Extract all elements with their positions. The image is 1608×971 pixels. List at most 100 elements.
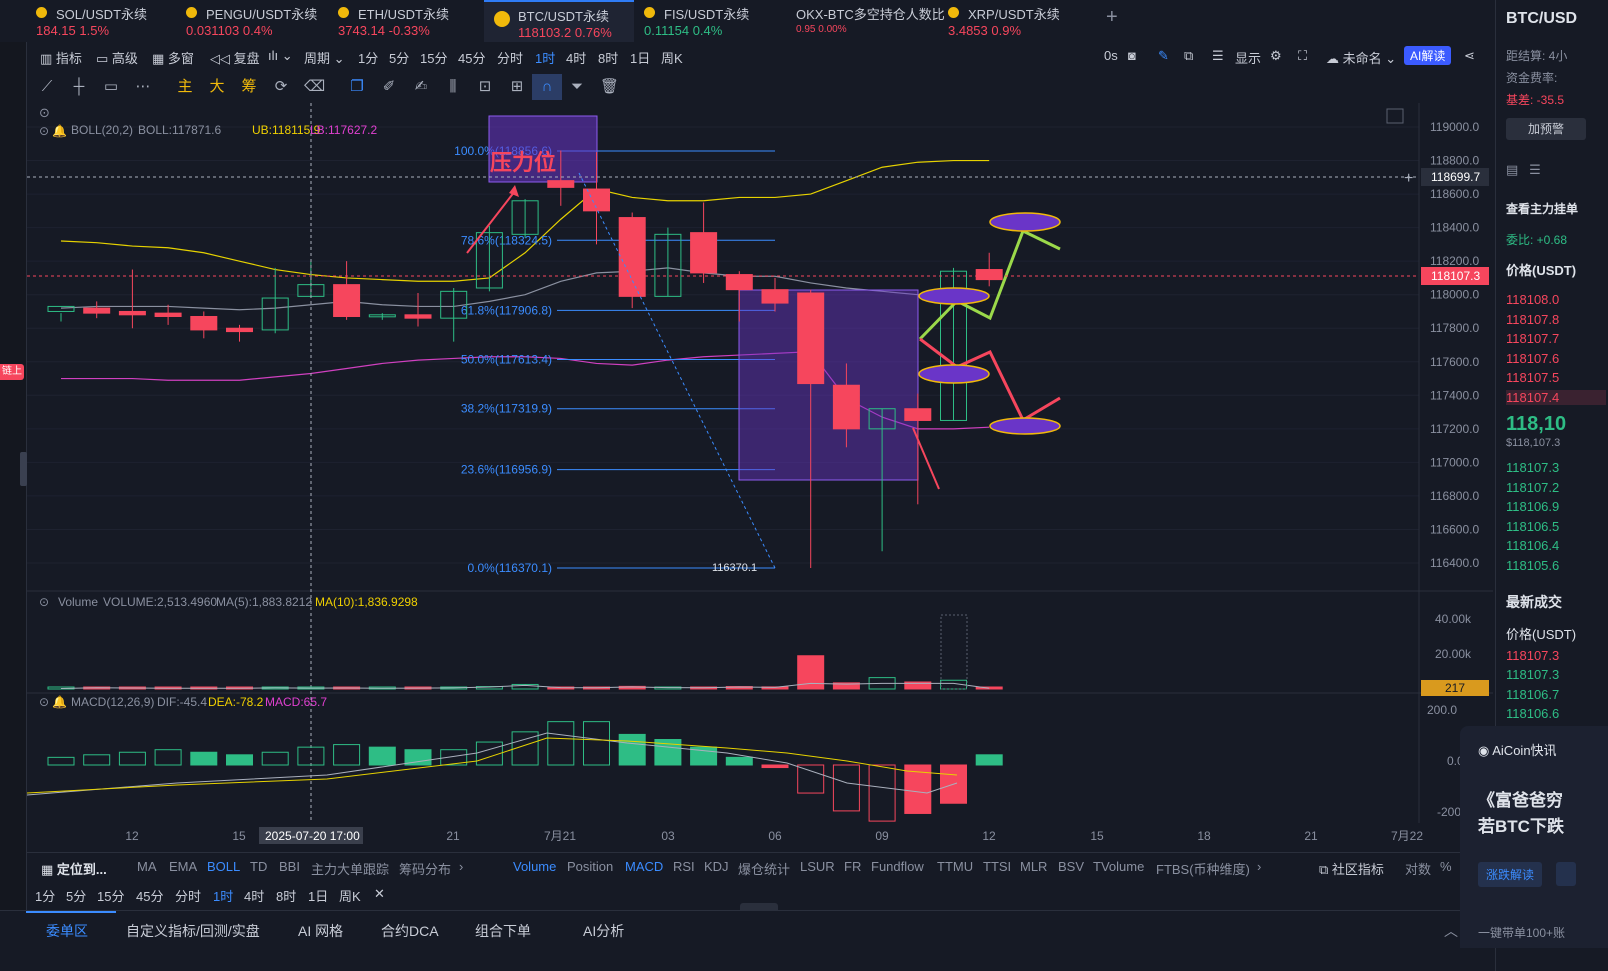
close-icon[interactable]: ✕ — [374, 886, 385, 901]
filter-icon[interactable]: ⏷ — [570, 78, 583, 95]
period-1d[interactable]: 1日 — [308, 889, 329, 904]
ind-bbi[interactable]: BBI — [279, 859, 300, 874]
period-8h[interactable]: 8时 — [276, 889, 297, 904]
chevron-right-icon[interactable]: › — [459, 859, 464, 874]
bid-row[interactable]: 118105.6 — [1506, 558, 1560, 573]
tab-combo-order[interactable]: 组合下单 — [475, 923, 531, 939]
bid-row[interactable]: 118107.3 — [1506, 460, 1560, 475]
period-1m[interactable]: 1分 — [35, 889, 56, 904]
ind-fundflow[interactable]: Fundflow — [871, 859, 924, 874]
rect-icon[interactable]: ▭ — [103, 78, 119, 95]
display-button[interactable]: 显示 — [1235, 51, 1262, 66]
period-dropdown[interactable]: 周期 ⌄ — [304, 51, 345, 66]
layout-icon[interactable]: ⧉ — [1184, 48, 1194, 63]
cloud-save-button[interactable]: ☁ 未命名 ⌄ — [1326, 51, 1397, 66]
ind-ftbs[interactable]: FTBS(币种维度) — [1156, 862, 1250, 877]
period-1h[interactable]: 1时 — [213, 889, 234, 904]
collapse-handle[interactable] — [20, 452, 27, 486]
news-extra-button[interactable] — [1556, 862, 1576, 886]
brush-icon[interactable]: ✍ — [414, 78, 428, 95]
bid-row[interactable]: 118106.9 — [1506, 499, 1560, 514]
ind-macd[interactable]: MACD — [625, 859, 664, 874]
multi-window-button[interactable]: ▦ 多窗 — [152, 51, 194, 66]
price-chart[interactable]: 100.0%(118856.6)78.6%(118324.5)61.8%(117… — [27, 103, 1493, 848]
chip-button[interactable]: 筹 — [241, 78, 257, 95]
period-8h[interactable]: 8时 — [598, 51, 619, 66]
ind-chip[interactable]: 筹码分布 — [399, 862, 452, 877]
bid-row[interactable]: 118107.2 — [1506, 480, 1560, 495]
ind-lsur[interactable]: LSUR — [800, 859, 835, 874]
ind-ttmu[interactable]: TTMU — [937, 859, 974, 874]
list-icon[interactable]: ☰ — [1212, 48, 1224, 63]
ind-ma[interactable]: MA — [137, 859, 157, 874]
camera-icon[interactable]: ◙ — [1128, 48, 1136, 63]
trash-icon[interactable]: 🗑 — [600, 78, 620, 95]
ask-row[interactable]: 118108.0 — [1506, 292, 1560, 307]
ind-fr[interactable]: FR — [844, 859, 862, 874]
more-icon[interactable]: ⋯ — [135, 78, 151, 95]
period-week[interactable]: 周K — [339, 889, 361, 904]
ind-main-force[interactable]: 主力大单跟踪 — [311, 862, 390, 877]
period-45m[interactable]: 45分 — [136, 889, 164, 904]
fullscreen-icon[interactable]: ⛶ — [1298, 48, 1308, 63]
chart-type-button[interactable]: ılı ⌄ — [268, 48, 293, 63]
magnet-icon[interactable]: ∩ — [532, 74, 562, 100]
period-15m[interactable]: 15分 — [420, 51, 448, 66]
ind-boll[interactable]: BOLL — [207, 859, 241, 874]
ind-mlr[interactable]: MLR — [1020, 859, 1048, 874]
period-timeshare[interactable]: 分时 — [175, 889, 202, 904]
news-headline[interactable]: 若BTC下跌 — [1478, 817, 1564, 836]
ind-tvolume[interactable]: TVolume — [1093, 859, 1145, 874]
community-indicators-button[interactable]: ⧉ 社区指标 — [1319, 862, 1384, 877]
tab-custom-indicator[interactable]: 自定义指标/回测/实盘 — [126, 923, 260, 939]
chain-tag[interactable]: 链上 — [0, 364, 24, 380]
chevron-right-icon[interactable]: › — [1257, 859, 1262, 874]
tab-xrp[interactable]: XRP/USDT永续 3.4853 0.9% — [912, 0, 1082, 42]
period-1d[interactable]: 1日 — [630, 51, 651, 66]
period-timeshare[interactable]: 分时 — [497, 51, 524, 66]
replay-button[interactable]: ◁◁ 复盘 — [210, 51, 260, 66]
tab-btc[interactable]: BTC/USDT永续 118103.2 0.76% — [484, 0, 634, 42]
news-interpret-button[interactable]: 涨跌解读 — [1478, 862, 1543, 887]
trendline-icon[interactable]: ⟋ — [41, 78, 53, 95]
ind-ema[interactable]: EMA — [169, 859, 198, 874]
candles-icon[interactable]: ⫼ — [449, 78, 457, 95]
tab-sol[interactable]: SOL/USDT永续 184.15 1.5% — [0, 0, 150, 42]
main-orders-link[interactable]: 查看主力挂单 — [1506, 202, 1579, 216]
period-4h[interactable]: 4时 — [566, 51, 587, 66]
template-icon[interactable]: ⊞ — [510, 78, 524, 95]
pen-icon[interactable]: ✎ — [1158, 48, 1169, 63]
big-order-button[interactable]: 大 — [209, 78, 225, 95]
orderbook-icon[interactable]: ▤ ☰ — [1506, 162, 1541, 177]
period-5m[interactable]: 5分 — [66, 889, 87, 904]
advanced-button[interactable]: ▭ 高级 — [96, 51, 138, 66]
ask-row[interactable]: 118107.8 — [1506, 312, 1560, 327]
tab-eth[interactable]: ETH/USDT永续 3743.14 -0.33% — [302, 0, 482, 42]
period-week[interactable]: 周K — [661, 51, 683, 66]
add-tab-button[interactable]: + — [1106, 6, 1118, 28]
ind-ttsi[interactable]: TTSI — [983, 859, 1012, 874]
ask-row[interactable]: 118107.6 — [1506, 351, 1560, 366]
period-1m[interactable]: 1分 — [358, 51, 379, 66]
news-headline[interactable]: 《富爸爸穷 — [1478, 791, 1563, 810]
copy-icon[interactable]: ❐ — [350, 78, 364, 95]
eraser-icon[interactable]: ⌫ — [304, 78, 326, 95]
percent-toggle[interactable]: % — [1440, 859, 1452, 874]
period-5m[interactable]: 5分 — [389, 51, 410, 66]
ind-volume[interactable]: Volume — [513, 859, 557, 874]
ask-row[interactable]: 118107.7 — [1506, 331, 1560, 346]
bid-row[interactable]: 118106.4 — [1506, 538, 1560, 553]
ind-position[interactable]: Position — [567, 859, 614, 874]
locate-button[interactable]: ▦ 定位到... — [41, 862, 107, 877]
ind-td[interactable]: TD — [250, 859, 268, 874]
news-popup[interactable]: ◉ AiCoin快讯 《富爸爸穷 若BTC下跌 涨跌解读 一键带单100+账 — [1460, 726, 1608, 948]
tab-dca[interactable]: 合约DCA — [381, 923, 439, 939]
tab-okx-ratio[interactable]: OKX-BTC多空持仓人数比 0.95 0.00% — [760, 0, 945, 42]
ind-liquidation[interactable]: 爆仓统计 — [738, 862, 791, 877]
tab-ai-grid[interactable]: AI 网格 — [298, 923, 344, 939]
period-1h[interactable]: 1时 — [535, 51, 556, 66]
chevron-up-icon[interactable]: ︿ — [1444, 923, 1458, 939]
sync-icon[interactable]: ⟳ — [274, 78, 288, 95]
tab-fis[interactable]: FIS/USDT永续 0.11154 0.4% — [608, 0, 758, 42]
ind-kdj[interactable]: KDJ — [704, 859, 729, 874]
